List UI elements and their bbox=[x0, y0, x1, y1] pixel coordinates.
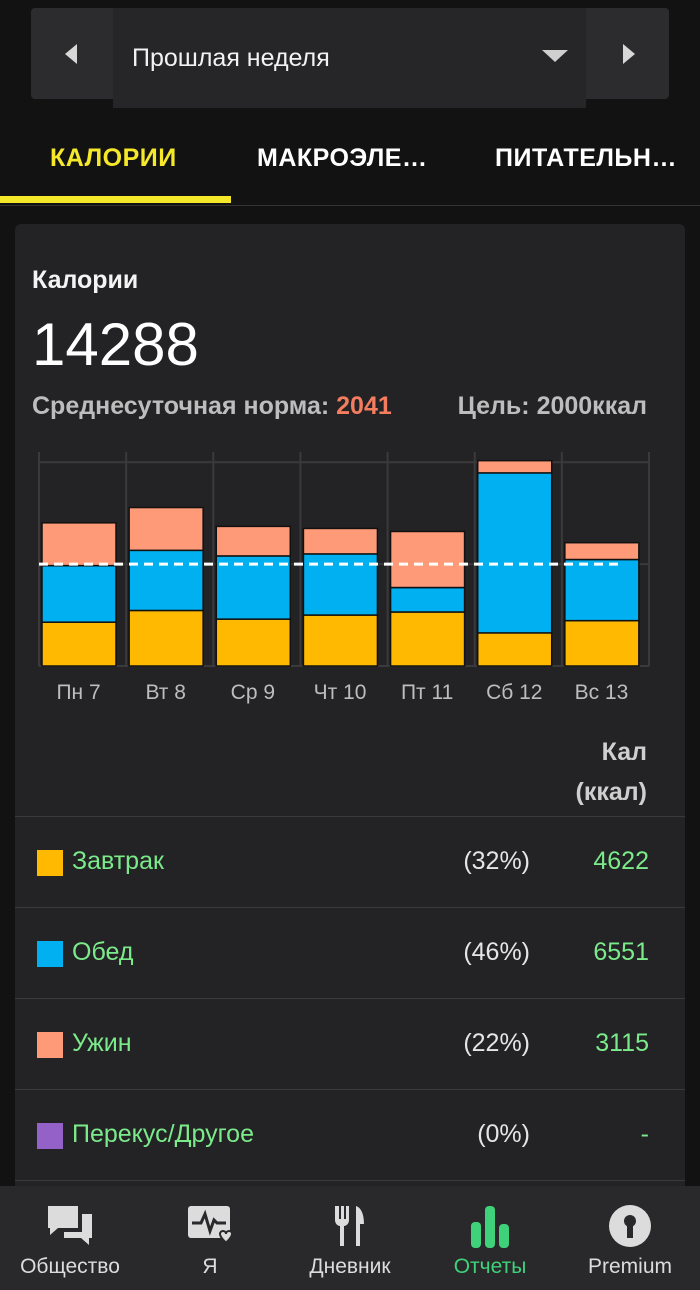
calories-column-header: Кал (ккал) bbox=[576, 732, 647, 812]
nav-community[interactable]: Общество bbox=[0, 1186, 140, 1290]
meal-name: Перекус/Другое bbox=[72, 1120, 254, 1148]
arrow-left-icon bbox=[65, 43, 77, 64]
chat-bubbles-icon bbox=[48, 1206, 92, 1245]
chart-bar-segment bbox=[476, 632, 553, 667]
column-header-unit: (ккал) bbox=[575, 778, 647, 806]
chart-bar-segment bbox=[389, 586, 466, 613]
chart-bar-segment bbox=[302, 527, 379, 555]
next-period-button[interactable] bbox=[589, 8, 669, 99]
chart-x-tick-label: Вт 8 bbox=[145, 681, 185, 704]
daily-average-value: 2041 bbox=[336, 392, 392, 420]
arrow-right-icon bbox=[623, 43, 635, 64]
chart-x-tick-label: Чт 10 bbox=[314, 681, 367, 704]
chart-bar-segment bbox=[41, 621, 117, 667]
meal-row-breakfast[interactable]: Завтрак (32%) 4622 bbox=[15, 816, 685, 907]
chart-bar-segment bbox=[215, 618, 292, 667]
dropdown-arrow-icon bbox=[542, 50, 568, 62]
chart-bar-segment bbox=[476, 459, 553, 474]
card-title: Калории bbox=[32, 266, 139, 294]
meal-row-snack[interactable]: Перекус/Другое (0%) - bbox=[15, 1089, 685, 1180]
snack-color-swatch bbox=[37, 1123, 63, 1149]
meal-calories: 6551 bbox=[593, 938, 649, 966]
previous-period-button[interactable] bbox=[31, 8, 111, 99]
active-tab-indicator bbox=[0, 196, 231, 203]
nav-label: Я bbox=[202, 1255, 218, 1278]
meal-percent: (0%) bbox=[477, 1120, 530, 1148]
tab-calories[interactable]: КАЛОРИИ bbox=[50, 144, 177, 172]
meal-calories: 4622 bbox=[593, 847, 649, 875]
calories-card: Калории 14288 Среднесуточная норма: 2041… bbox=[15, 224, 685, 1204]
nav-label: Premium bbox=[587, 1255, 672, 1278]
nav-diary[interactable]: Дневник bbox=[280, 1186, 420, 1290]
nav-label: Отчеты bbox=[453, 1255, 527, 1278]
meal-percent: (46%) bbox=[463, 938, 530, 966]
meal-calories: 3115 bbox=[595, 1029, 649, 1057]
chart-bar-segment bbox=[128, 609, 204, 667]
meal-name: Завтрак bbox=[72, 847, 164, 875]
meal-calories: - bbox=[640, 1120, 649, 1148]
keyhole-icon bbox=[609, 1205, 651, 1247]
chart-x-tick-label: Сб 12 bbox=[486, 681, 542, 704]
nav-reports[interactable]: Отчеты bbox=[420, 1186, 560, 1290]
meal-row-lunch[interactable]: Обед (46%) 6551 bbox=[15, 907, 685, 998]
meal-name: Ужин bbox=[72, 1029, 132, 1057]
tab-nutrients[interactable]: ПИТАТЕЛЬН… bbox=[495, 144, 677, 172]
dinner-color-swatch bbox=[37, 1032, 63, 1058]
chart-bar-segment bbox=[302, 614, 379, 667]
chart-x-tick-label: Пт 11 bbox=[401, 681, 453, 704]
period-selector: Прошлая неделя bbox=[31, 8, 669, 108]
period-label: Прошлая неделя bbox=[132, 43, 330, 72]
meal-percent: (22%) bbox=[463, 1029, 530, 1057]
total-calories: 14288 bbox=[32, 311, 199, 378]
chart-bar-segment bbox=[41, 522, 117, 567]
chart-bar-segment bbox=[389, 530, 466, 589]
tab-macronutrients[interactable]: МАКРОЭЛЕ… bbox=[257, 144, 428, 172]
meal-name: Обед bbox=[72, 938, 134, 966]
chart-bar-segment bbox=[41, 564, 117, 623]
daily-average-label: Среднесуточная норма: bbox=[32, 392, 337, 420]
breakfast-color-swatch bbox=[37, 850, 63, 876]
nav-me[interactable]: Я bbox=[140, 1186, 280, 1290]
chart-x-tick-label: Ср 9 bbox=[231, 681, 275, 704]
nav-label: Дневник bbox=[309, 1255, 391, 1278]
chart-bar-segment bbox=[389, 611, 466, 667]
chart-bar-segment bbox=[128, 506, 204, 552]
chart-bar-segment bbox=[215, 555, 292, 620]
chart-bar-segment bbox=[476, 472, 553, 634]
chart-bar-segment bbox=[564, 558, 640, 622]
column-header-unit-name: Кал bbox=[601, 738, 647, 766]
calorie-goal: Цель: 2000ккал bbox=[457, 392, 647, 420]
chart-x-tick-label: Вс 13 bbox=[575, 681, 629, 704]
fork-knife-icon bbox=[335, 1206, 364, 1246]
meal-percent: (32%) bbox=[463, 847, 530, 875]
bar-chart-icon bbox=[471, 1206, 509, 1248]
chart-x-tick-label: Пн 7 bbox=[56, 681, 100, 704]
chart-bar-segment bbox=[564, 541, 640, 561]
bottom-navigation: Общество Я Дневник Отчеты Premium bbox=[0, 1186, 700, 1290]
daily-average: Среднесуточная норма: 2041 bbox=[32, 392, 392, 421]
nav-premium[interactable]: Premium bbox=[560, 1186, 700, 1290]
chart-bar-segment bbox=[564, 619, 640, 667]
lunch-color-swatch bbox=[37, 941, 63, 967]
report-tabs: КАЛОРИИ МАКРОЭЛЕ… ПИТАТЕЛЬН… bbox=[0, 120, 700, 206]
period-dropdown[interactable]: Прошлая неделя bbox=[113, 8, 586, 108]
nav-label: Общество bbox=[20, 1255, 120, 1278]
heart-pulse-icon bbox=[188, 1206, 233, 1244]
table-divider bbox=[15, 1180, 685, 1204]
meal-row-dinner[interactable]: Ужин (22%) 3115 bbox=[15, 998, 685, 1089]
chart-bar-segment bbox=[215, 525, 292, 557]
calories-bar-chart: Пн 7 Вт 8 Ср 9 Чт 10 Пт 11 Сб 12 Вс 13 bbox=[38, 452, 650, 704]
chart-bar-segment bbox=[128, 549, 204, 612]
